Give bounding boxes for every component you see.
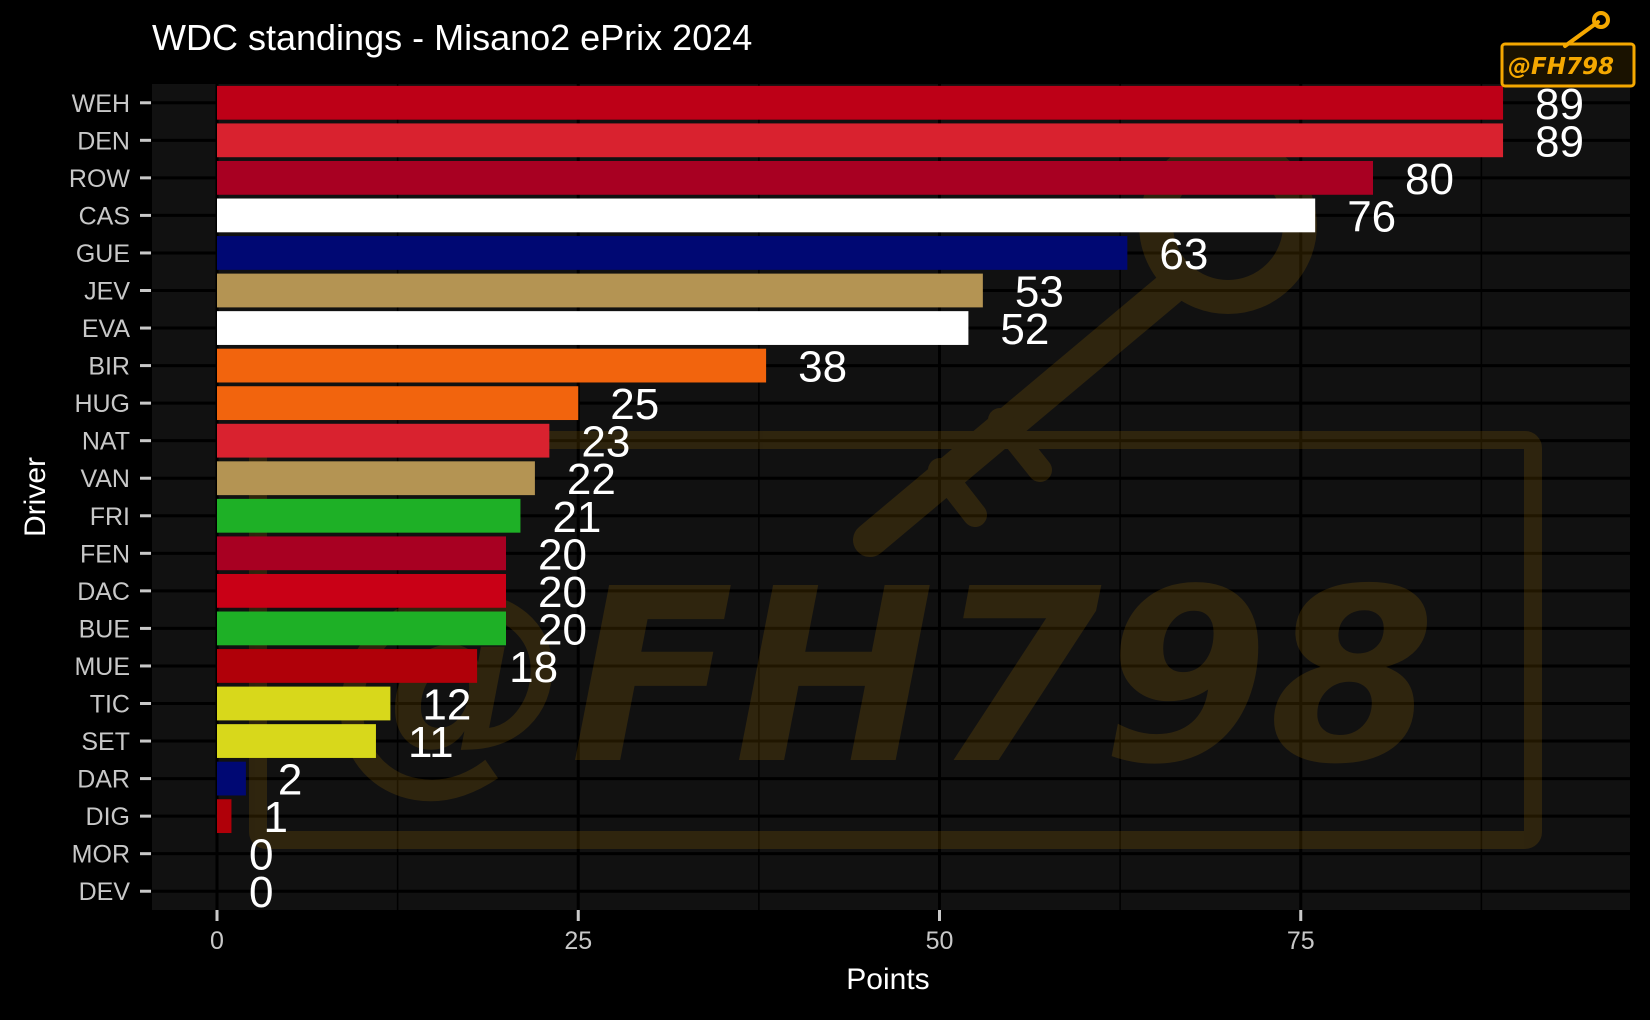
y-tick-label-van: VAN [80,465,130,493]
bars [217,85,1504,834]
bar-gue [217,236,1128,270]
value-label-mor: 0 [249,831,273,880]
y-axis: WEH DEN ROW CAS GUE JEV EVA BIR HUG NAT VAN FRI FEN D… [69,90,151,906]
logo-key-head [1592,11,1610,29]
value-label-set: 11 [408,718,454,767]
value-label-dar: 2 [278,756,302,805]
y-tick-label-weh: WEH [72,90,130,118]
y-tick-label-tic: TIC [90,691,130,719]
bar-set [217,724,376,758]
y-tick-label-fen: FEN [80,540,130,568]
x-tick-label-50: 50 [926,927,954,955]
y-tick-label-bir: BIR [88,353,130,381]
y-tick-label-cas: CAS [79,202,130,230]
value-label-van: 22 [567,455,616,504]
corner-logo: @FH798 [1500,11,1636,88]
y-tick-label-mor: MOR [72,841,130,869]
value-label-jev: 53 [1015,268,1064,317]
bar-den [217,123,1504,158]
value-label-nat: 23 [581,418,630,467]
y-tick-label-eva: EVA [82,315,130,343]
y-tick-label-hug: HUG [74,390,130,418]
bar-tic [217,686,391,721]
value-label-row: 80 [1405,155,1454,204]
value-label-hug: 25 [610,380,659,429]
y-tick-label-row: ROW [69,165,131,193]
y-tick-label-dig: DIG [86,803,130,831]
bar-nat [217,423,550,458]
y-tick-label-jev: JEV [84,278,130,306]
x-axis-title: Points [846,963,929,996]
bar-dac [217,573,506,608]
bar-jev [217,273,983,308]
value-label-fri: 21 [552,493,601,542]
y-tick-label-gue: GUE [76,240,130,268]
y-tick-label-mue: MUE [74,653,130,681]
bar-mue [217,649,478,683]
watermark-text: @FH798 [330,537,1436,817]
value-label-gue: 63 [1159,230,1208,279]
bar-fri [217,498,521,533]
value-label-den: 89 [1535,117,1584,166]
y-tick-label-dev: DEV [79,878,131,906]
bar-bir [217,348,767,383]
value-label-dev: 0 [249,868,273,917]
value-label-bir: 38 [798,343,847,392]
y-tick-label-set: SET [81,728,130,756]
value-label-mue: 18 [509,643,558,692]
bar-hug [217,386,579,421]
bar-bue [217,611,506,646]
y-tick-label-bue: BUE [79,615,130,643]
bar-dar [217,761,246,796]
x-axis: 0 25 50 75 [210,910,1315,955]
bar-row [217,160,1373,195]
bar-eva [217,311,969,345]
logo-key-shaft [1563,20,1600,48]
value-label-tic: 12 [422,681,471,730]
value-label-fen: 20 [538,530,587,579]
x-tick-label-0: 0 [210,927,224,955]
bar-van [217,461,535,496]
value-label-bue: 20 [538,605,587,654]
y-tick-label-den: DEN [77,127,130,155]
y-tick-label-nat: NAT [82,428,130,456]
value-label-dig: 1 [263,793,287,842]
y-tick-label-dar: DAR [77,766,130,794]
y-tick-label-fri: FRI [90,503,130,531]
bar-cas [217,198,1316,233]
chart-title: WDC standings - Misano2 ePrix 2024 [152,17,752,58]
value-label-cas: 76 [1347,192,1396,241]
y-axis-title: Driver [19,457,52,537]
bar-fen [217,536,506,571]
logo-text: @FH798 [1508,54,1614,80]
bar-weh [217,85,1504,120]
value-label-eva: 52 [1000,305,1049,354]
bar-dig [217,799,232,834]
x-tick-label-75: 75 [1287,927,1315,955]
value-label-weh: 89 [1535,80,1584,129]
y-tick-label-dac: DAC [77,578,130,606]
value-label-dac: 20 [538,568,587,617]
x-tick-label-25: 25 [564,927,592,955]
